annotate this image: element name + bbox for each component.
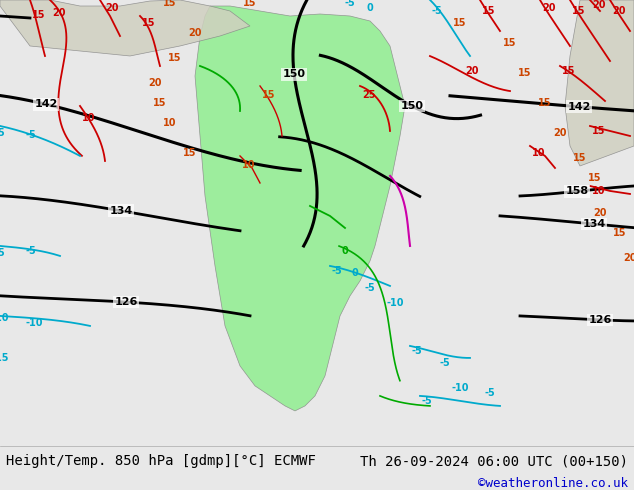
Text: 126: 126 xyxy=(588,315,612,325)
Text: 0: 0 xyxy=(352,268,358,278)
Text: -5: -5 xyxy=(25,130,36,140)
Text: 15: 15 xyxy=(32,10,46,20)
Text: 15: 15 xyxy=(592,126,605,136)
Text: 10: 10 xyxy=(163,118,177,128)
Text: -10: -10 xyxy=(0,313,9,323)
Text: 15: 15 xyxy=(453,18,467,28)
Text: 126: 126 xyxy=(114,297,138,307)
Text: 15: 15 xyxy=(518,68,532,78)
Text: -15: -15 xyxy=(0,353,9,363)
Text: 142: 142 xyxy=(34,99,58,109)
Text: 20: 20 xyxy=(542,3,555,13)
Text: 20: 20 xyxy=(623,253,634,263)
Text: 15: 15 xyxy=(503,38,517,48)
Text: 10: 10 xyxy=(532,148,545,158)
Text: 20: 20 xyxy=(13,0,27,2)
Text: 15: 15 xyxy=(572,6,586,16)
Text: 0: 0 xyxy=(342,246,349,256)
Text: -5: -5 xyxy=(412,346,423,356)
Text: -10: -10 xyxy=(386,298,404,308)
Polygon shape xyxy=(195,6,405,411)
Text: -10: -10 xyxy=(25,318,42,328)
Text: -5: -5 xyxy=(439,358,450,368)
Text: Th 26-09-2024 06:00 UTC (00+150): Th 26-09-2024 06:00 UTC (00+150) xyxy=(359,454,628,468)
Text: 20: 20 xyxy=(465,66,479,76)
Text: 15: 15 xyxy=(262,90,276,100)
Text: -5: -5 xyxy=(422,396,433,406)
Text: 0: 0 xyxy=(366,3,373,13)
Text: 134: 134 xyxy=(583,219,606,229)
Text: 15: 15 xyxy=(482,6,496,16)
Text: 15: 15 xyxy=(142,18,155,28)
Text: 20: 20 xyxy=(188,28,202,38)
Text: -5: -5 xyxy=(25,246,36,256)
Text: 15: 15 xyxy=(588,173,602,183)
Text: 150: 150 xyxy=(283,70,306,79)
Text: 20: 20 xyxy=(108,0,122,2)
Text: 15: 15 xyxy=(573,153,586,163)
Text: 20: 20 xyxy=(593,208,607,218)
Text: 15: 15 xyxy=(168,53,182,63)
Text: 15: 15 xyxy=(183,148,197,158)
Text: 20: 20 xyxy=(105,3,119,13)
Polygon shape xyxy=(565,0,634,166)
Text: 150: 150 xyxy=(401,101,424,111)
Text: -10: -10 xyxy=(451,383,469,393)
Text: -5: -5 xyxy=(0,128,5,138)
Text: 20: 20 xyxy=(592,0,605,10)
Text: 15: 15 xyxy=(243,0,257,8)
Text: 10: 10 xyxy=(82,113,96,123)
Text: 15: 15 xyxy=(613,228,627,238)
Text: -5: -5 xyxy=(345,0,356,8)
Polygon shape xyxy=(0,0,250,56)
Text: -5: -5 xyxy=(484,388,495,398)
Text: 15: 15 xyxy=(562,66,576,76)
Text: Height/Temp. 850 hPa [gdmp][°C] ECMWF: Height/Temp. 850 hPa [gdmp][°C] ECMWF xyxy=(6,454,316,468)
Text: -5: -5 xyxy=(0,248,5,258)
Text: 20: 20 xyxy=(553,128,567,138)
Text: 20: 20 xyxy=(612,6,626,16)
Text: 10: 10 xyxy=(242,160,256,170)
Text: 134: 134 xyxy=(109,206,133,216)
Text: 20: 20 xyxy=(52,8,65,18)
Text: -5: -5 xyxy=(332,266,343,276)
Text: 20: 20 xyxy=(148,78,162,88)
Text: 158: 158 xyxy=(566,186,589,196)
Text: 142: 142 xyxy=(567,102,591,112)
Text: 15: 15 xyxy=(538,98,552,108)
Text: -5: -5 xyxy=(365,283,375,293)
Text: 15: 15 xyxy=(163,0,177,8)
Text: -5: -5 xyxy=(432,6,443,16)
Text: ©weatheronline.co.uk: ©weatheronline.co.uk xyxy=(477,477,628,490)
Text: 15: 15 xyxy=(153,98,167,108)
Text: 25: 25 xyxy=(362,90,375,100)
Text: 10: 10 xyxy=(592,186,605,196)
